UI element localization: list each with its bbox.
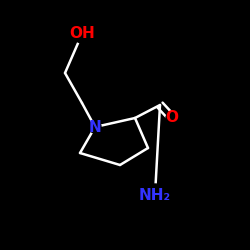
Circle shape bbox=[144, 184, 166, 206]
Text: N: N bbox=[88, 120, 102, 134]
Circle shape bbox=[89, 121, 101, 133]
Circle shape bbox=[73, 25, 91, 43]
Text: NH₂: NH₂ bbox=[139, 188, 171, 202]
Circle shape bbox=[166, 112, 178, 124]
Text: OH: OH bbox=[69, 26, 95, 42]
Text: O: O bbox=[166, 110, 178, 126]
